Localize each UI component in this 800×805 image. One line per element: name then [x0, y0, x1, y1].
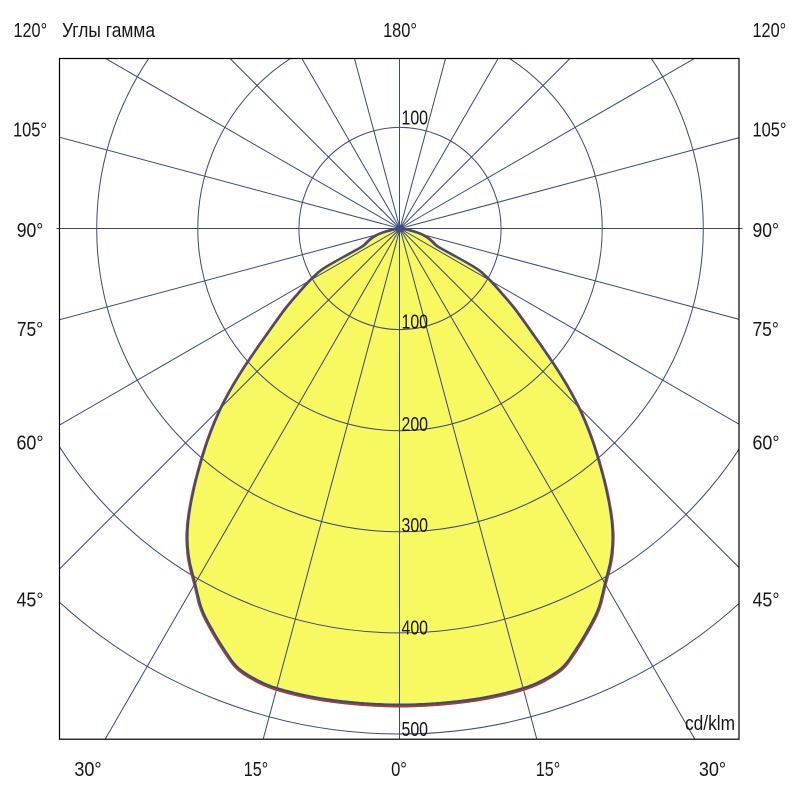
- svg-text:75°: 75°: [17, 318, 43, 341]
- svg-text:45°: 45°: [17, 589, 44, 612]
- svg-text:Углы гамма: Углы гамма: [62, 19, 155, 42]
- svg-text:300: 300: [402, 514, 429, 537]
- svg-text:30°: 30°: [74, 758, 101, 781]
- svg-text:75°: 75°: [753, 318, 779, 341]
- svg-text:90°: 90°: [753, 219, 780, 242]
- svg-text:60°: 60°: [17, 432, 44, 455]
- svg-text:100: 100: [402, 311, 429, 334]
- svg-text:30°: 30°: [699, 758, 726, 781]
- svg-text:90°: 90°: [17, 219, 44, 242]
- svg-text:500: 500: [402, 718, 429, 741]
- svg-text:105°: 105°: [753, 118, 787, 141]
- svg-text:120°: 120°: [753, 19, 787, 42]
- svg-text:15°: 15°: [536, 758, 560, 781]
- svg-text:cd/klm: cd/klm: [685, 712, 735, 735]
- svg-text:120°: 120°: [14, 19, 48, 42]
- svg-text:100: 100: [402, 107, 429, 130]
- svg-text:0°: 0°: [391, 758, 407, 781]
- svg-text:105°: 105°: [13, 118, 47, 141]
- svg-text:60°: 60°: [753, 432, 780, 455]
- svg-text:400: 400: [402, 617, 429, 640]
- svg-text:180°: 180°: [383, 19, 417, 42]
- svg-text:15°: 15°: [244, 758, 268, 781]
- svg-text:200: 200: [402, 413, 429, 436]
- svg-text:45°: 45°: [753, 589, 780, 612]
